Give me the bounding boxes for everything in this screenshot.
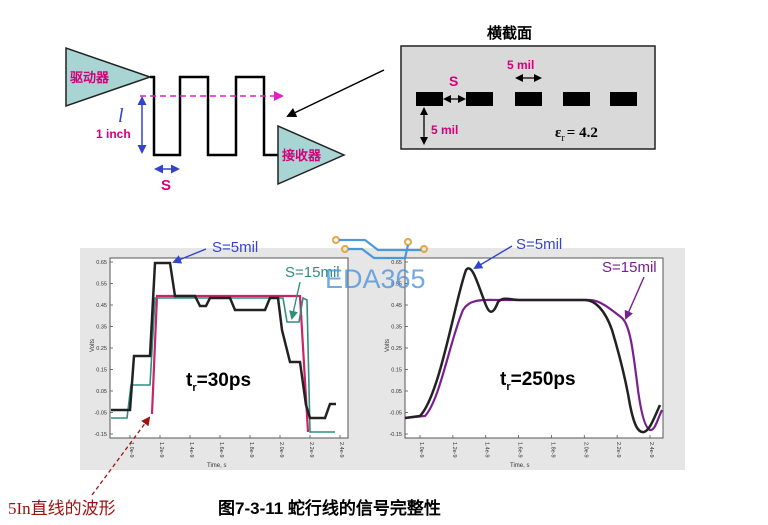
y-tick-label: 0.35 [96,325,107,331]
right-wave-s15 [404,298,663,432]
receiver-label: 接收器 [282,148,322,163]
cs-height-label: 5 mil [431,123,458,137]
x-tick-label: 1.6e-9 [517,442,523,458]
left-tr-t: t [186,370,193,391]
serpentine-trace [150,75,278,157]
trace-2 [466,92,493,106]
right-x-ticks: 1.0e-9 1.2e-9 1.4e-9 1.6e-9 1.8e-9 2.0e-9 2.2e… [418,435,654,458]
cs-width-label: 5 mil [507,58,534,72]
x-tick-label: 1.4e-9 [188,442,194,458]
waveform-charts: 0.65 0.55 0.45 0.35 0.25 0.15 0.05 -0.05 -0.15 1… [80,235,685,470]
right-s15-arrow [624,276,645,320]
right-s5-arrow [473,245,513,270]
y-tick-label: 0.15 [96,368,107,374]
y-tick-label: -0.15 [94,432,107,438]
left-x-ticks: 1.0e-9 1.2e-9 1.4e-9 1.6e-9 1.8e-9 2.0e-9 2.2e… [128,435,344,458]
left-wave-s5 [111,261,336,420]
right-xlabel: Time, s [510,463,529,469]
y-tick-label: 0.45 [391,303,402,309]
x-tick-label: 1.8e-9 [248,442,254,458]
left-s15-label: S=15mil [285,264,340,281]
driver-triangle [65,46,153,108]
y-tick-label: 0.55 [391,282,402,288]
x-tick-label: 2.2e-9 [615,442,621,458]
length-value: 1 inch [96,127,131,141]
y-tick-label: 0.65 [96,260,107,266]
er-symbol: ε [555,125,562,141]
right-s15-label: S=15mil [602,259,657,276]
left-s5-arrow [172,248,207,264]
right-plot-area [404,257,664,439]
x-tick-label: 1.2e-9 [158,442,164,458]
x-tick-label: 1.4e-9 [484,442,490,458]
y-tick-label: 0.65 [391,260,402,266]
receiver-triangle [277,124,346,186]
x-tick-label: 1.0e-9 [128,442,134,458]
serpentine-schematic: 驱动器 接收器 l 1 inch S [65,46,385,194]
x-tick-label: 1.0e-9 [418,442,424,458]
left-tr-value: =30ps [197,370,251,391]
cs-spacing-label: S [449,73,458,89]
right-y-ticks: 0.65 0.55 0.45 0.35 0.25 0.15 0.05 -0.05 -0.15 [389,260,408,438]
right-tr-sub: r [506,381,511,393]
x-tick-label: 1.2e-9 [451,442,457,458]
y-tick-label: -0.15 [389,432,402,438]
y-tick-label: 0.05 [391,389,402,395]
left-tr-sub: r [192,382,197,394]
y-tick-label: -0.05 [389,411,402,417]
trace-3 [515,92,542,106]
x-tick-label: 2.0e-9 [278,442,284,458]
left-xlabel: Time, s [207,463,226,469]
eda365-watermark: EDA365 [325,235,429,294]
right-tr-t: t [500,369,507,390]
y-tick-label: 0.25 [96,346,107,352]
right-wave-s5 [404,267,662,434]
x-tick-label: 2.0e-9 [582,442,588,458]
left-s15-arrow [289,281,301,320]
y-tick-label: 0.45 [96,303,107,309]
cross-section-title: 横截面 [487,24,532,42]
left-tr-label: tr=30ps [186,370,251,394]
y-tick-label: 0.55 [96,282,107,288]
trace-5 [610,92,637,106]
right-ylabel: Volts [385,339,391,352]
y-tick-label: -0.05 [94,411,107,417]
er-label: εr = 4.2 [555,125,598,144]
circuit-logo-icon [331,235,429,260]
x-tick-label: 2.4e-9 [338,442,344,458]
x-tick-label: 2.2e-9 [308,442,314,458]
pointer-arrow [286,69,385,118]
right-tr-label: tr=250ps [500,369,576,393]
left-plot-area [109,257,349,439]
left-s5-label: S=5mil [212,239,258,256]
y-tick-label: 0.25 [391,346,402,352]
spacing-label: S [161,177,171,194]
watermark-text: EDA365 [325,264,426,294]
driver-label: 驱动器 [70,70,110,85]
y-tick-label: 0.15 [391,368,402,374]
left-ylabel: Volts [90,339,96,352]
right-s5-label: S=5mil [516,236,562,253]
trace-1 [416,92,443,106]
figure-caption: 图7-3-11 蛇行线的信号完整性 [218,498,441,518]
x-tick-label: 2.4e-9 [648,442,654,458]
x-tick-label: 1.6e-9 [218,442,224,458]
er-sub: r [561,133,565,144]
x-tick-label: 1.8e-9 [549,442,555,458]
y-tick-label: 0.35 [391,325,402,331]
length-symbol: l [118,105,124,127]
straight-wave-label: 5In直线的波形 [8,499,116,518]
cross-section-panel: 横截面 S 5 mil 5 mil εr = 4.2 [400,24,656,150]
er-value: = 4.2 [567,125,598,141]
left-wave-straight [150,294,310,433]
left-y-ticks: 0.65 0.55 0.45 0.35 0.25 0.15 0.05 -0.05 -0.15 [94,260,113,438]
trace-4 [563,92,590,106]
right-tr-value: =250ps [511,369,576,390]
y-tick-label: 0.05 [96,389,107,395]
straight-wave-pointer [91,416,151,496]
